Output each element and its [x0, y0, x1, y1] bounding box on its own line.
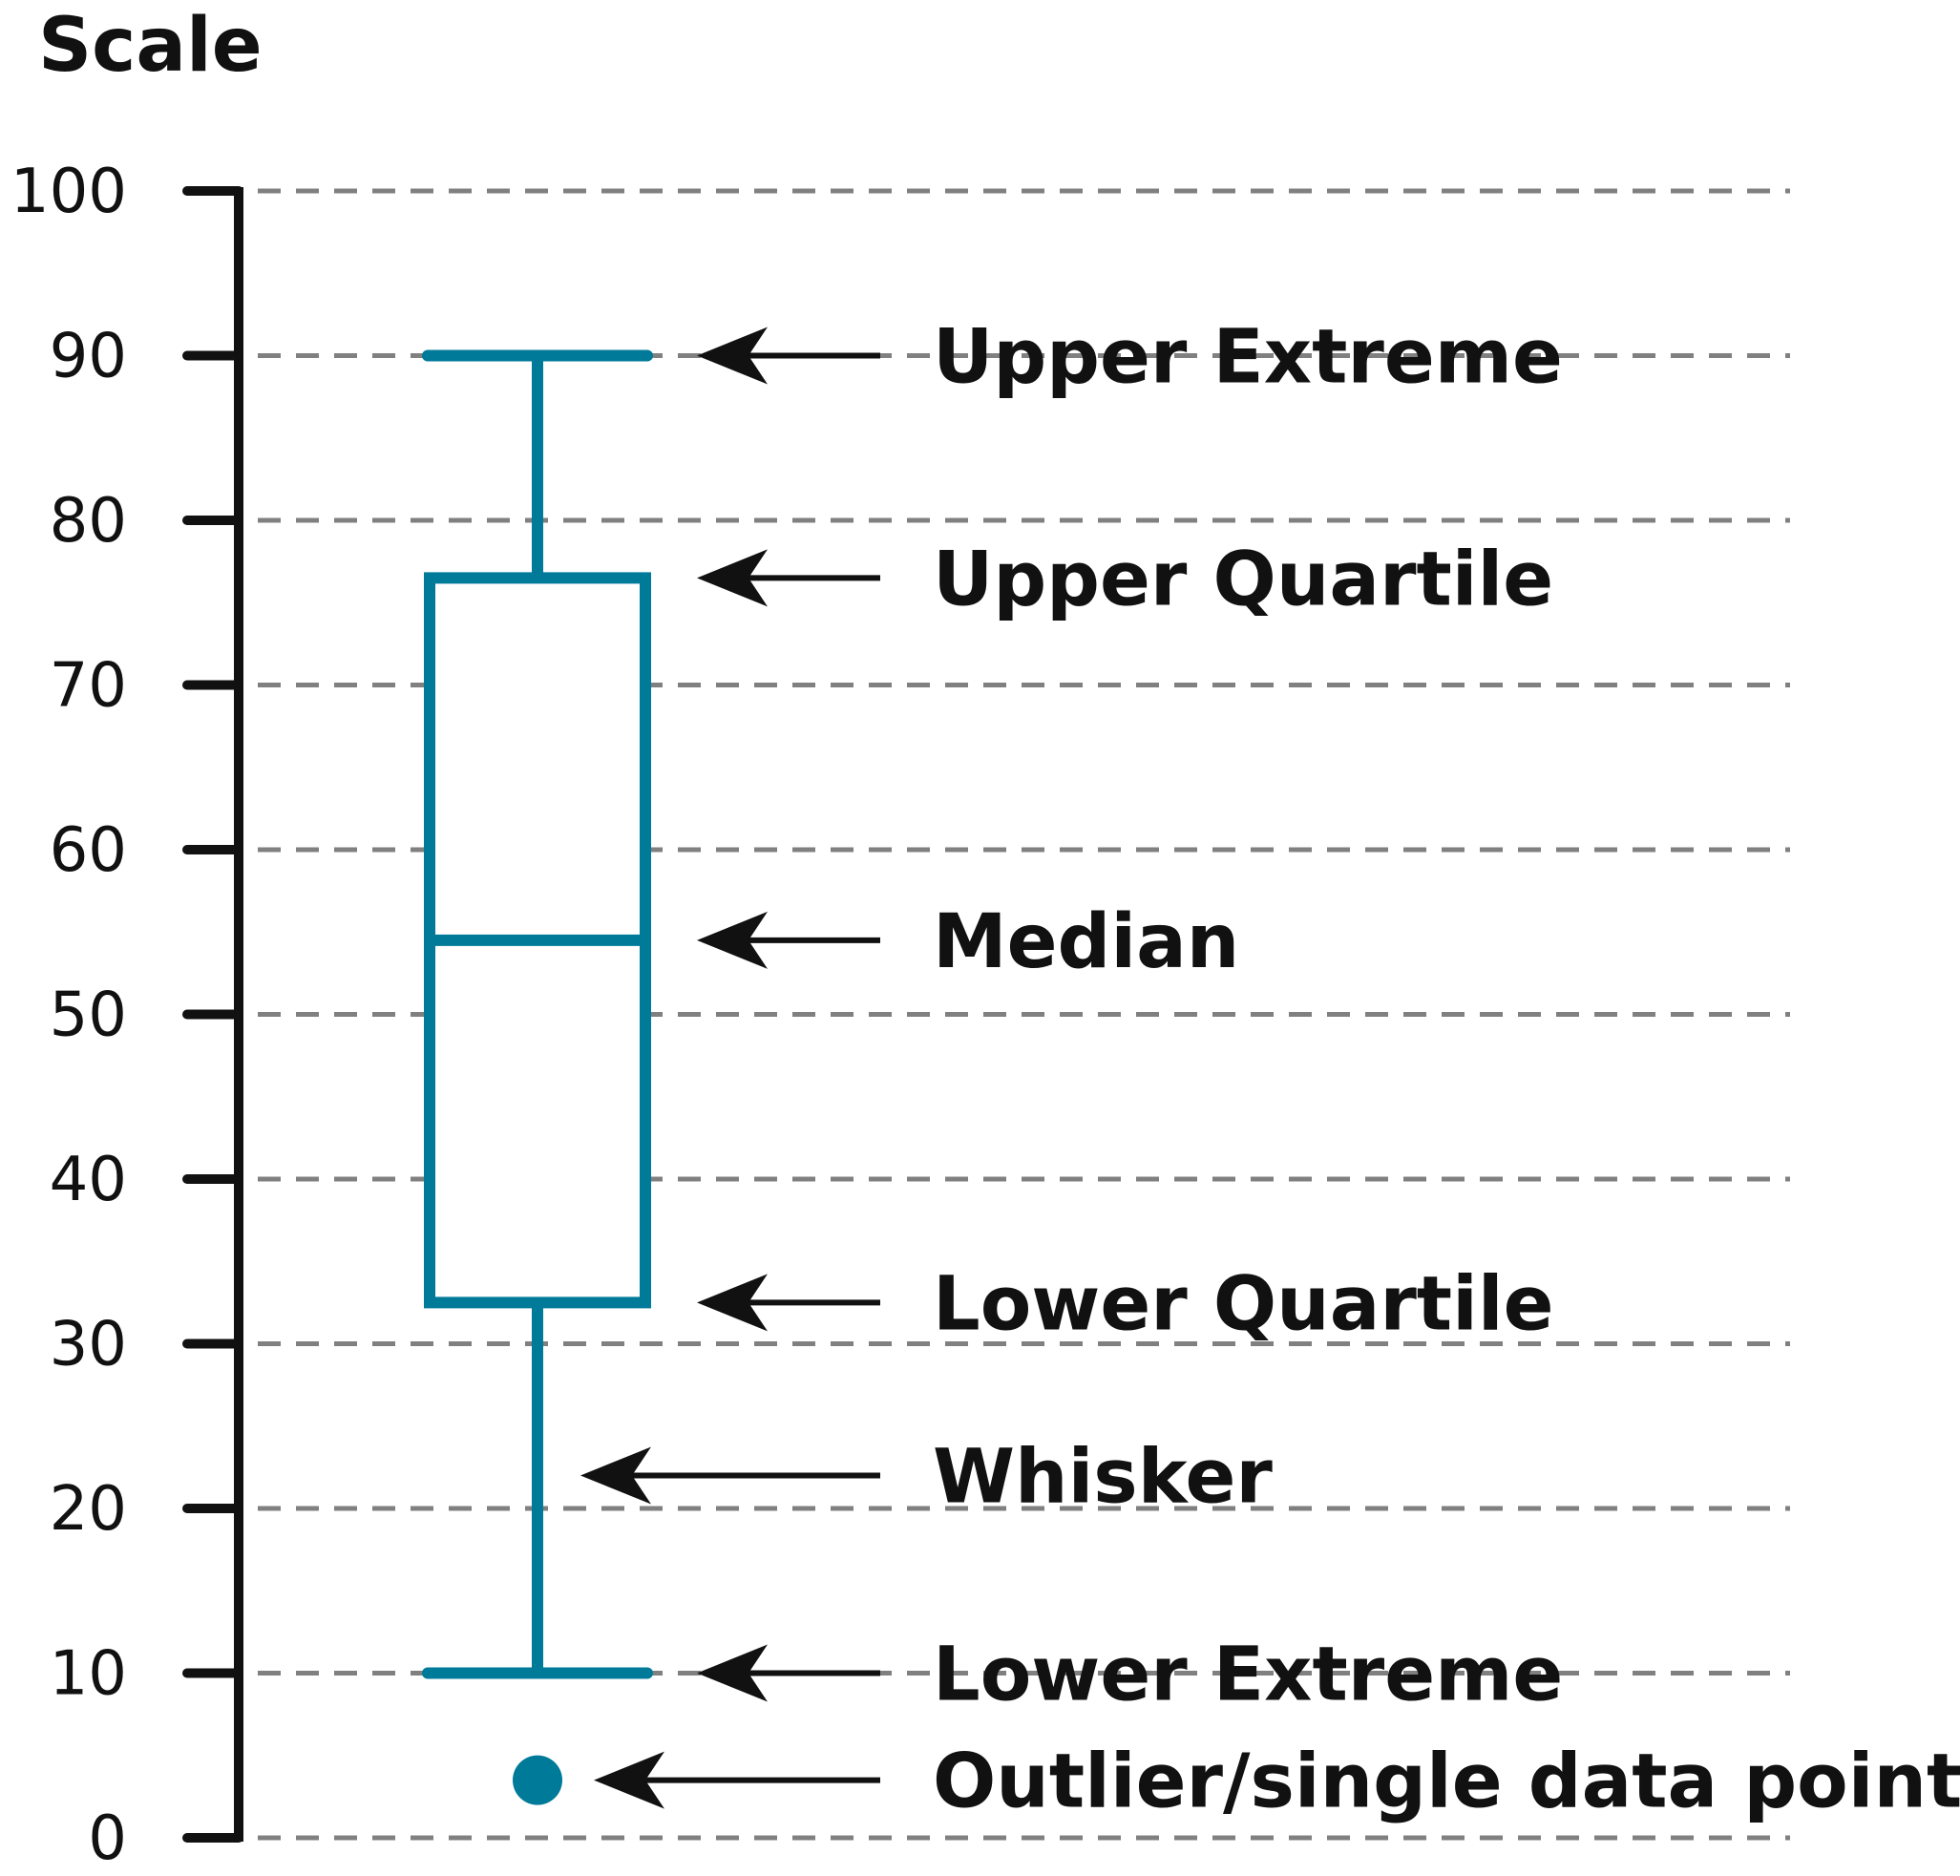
y-tick-label: 100	[11, 157, 127, 227]
annotation-arrow-head	[697, 911, 768, 969]
outlier-point	[513, 1755, 562, 1805]
y-tick-label: 20	[50, 1474, 127, 1545]
annotation-arrow-head	[697, 549, 768, 607]
annotation-label: Upper Extreme	[933, 315, 1563, 401]
annotation-arrow-head	[580, 1446, 651, 1505]
annotation-label: Lower Extreme	[933, 1633, 1563, 1718]
annotation-label: Lower Quartile	[933, 1261, 1553, 1347]
annotation-label: Outlier/single data point	[933, 1739, 1960, 1825]
y-tick-label: 0	[88, 1803, 127, 1874]
annotation-label: Whisker	[933, 1435, 1273, 1521]
annotation-label: Median	[933, 899, 1239, 985]
y-tick-label: 80	[50, 486, 127, 557]
y-tick-label: 90	[50, 322, 127, 392]
annotation-label: Upper Quartile	[933, 537, 1553, 622]
annotation-arrow-head	[594, 1751, 664, 1809]
annotation-arrow-head	[697, 1644, 768, 1702]
y-tick-label: 30	[50, 1310, 127, 1381]
y-tick-label: 70	[50, 651, 127, 722]
y-tick-label: 50	[50, 980, 127, 1051]
y-tick-label: 10	[50, 1639, 127, 1710]
y-tick-label: 40	[50, 1145, 127, 1215]
annotation-arrow-head	[697, 327, 768, 385]
annotation-arrow-head	[697, 1274, 768, 1332]
y-axis-title: Scale	[38, 3, 263, 89]
y-tick-label: 60	[50, 815, 127, 886]
